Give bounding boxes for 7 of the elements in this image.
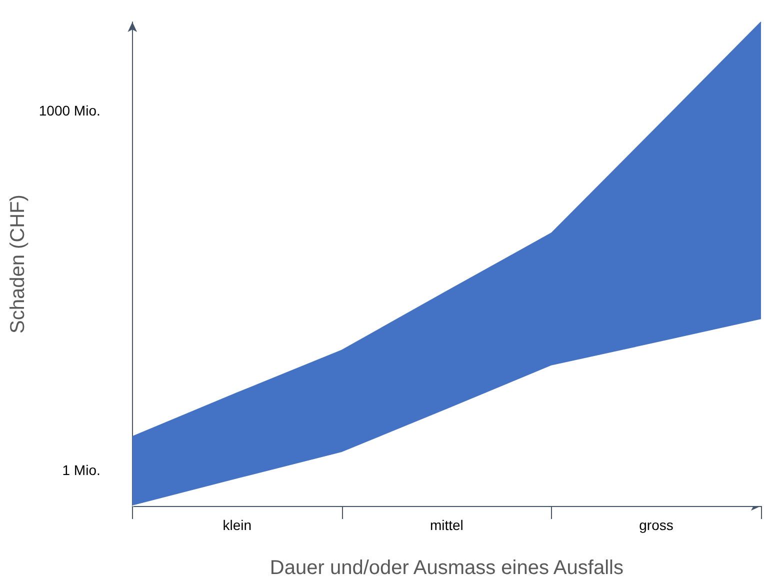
x-tick-label: mittel [430, 517, 464, 533]
x-tick-label: gross [639, 517, 674, 533]
y-tick-label: 1 Mio. [62, 462, 100, 478]
x-axis-title: Dauer und/oder Ausmass eines Ausfalls [270, 557, 624, 579]
y-axis-title: Schaden (CHF) [7, 194, 29, 334]
x-tick-label: klein [222, 517, 252, 533]
y-tick-label: 1000 Mio. [38, 102, 100, 119]
